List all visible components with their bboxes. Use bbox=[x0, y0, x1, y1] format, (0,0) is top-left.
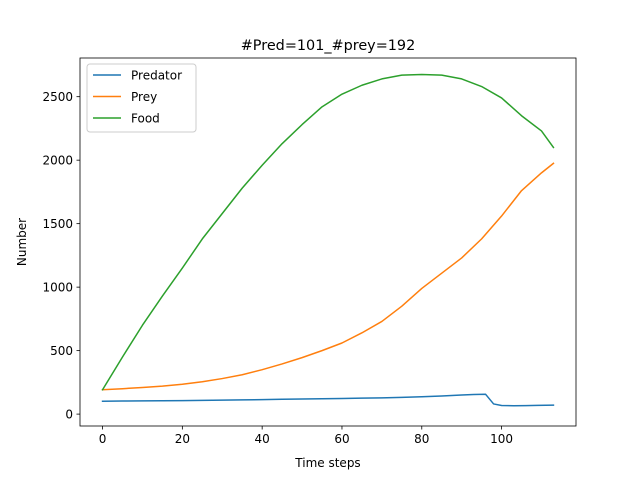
legend-label-predator: Predator bbox=[131, 69, 182, 83]
series-layer bbox=[101, 73, 555, 407]
y-axis-label: Number bbox=[15, 218, 29, 266]
x-axis-label: Time steps bbox=[294, 456, 360, 470]
series-line-predator bbox=[101, 393, 555, 407]
y-axis-ticks: 0 500 1000 1500 2000 2500 bbox=[42, 90, 80, 422]
legend-label-food: Food bbox=[131, 112, 160, 126]
y-tick-label: 2500 bbox=[42, 90, 73, 104]
x-axis-ticks: 0 20 40 60 80 100 bbox=[99, 426, 513, 446]
y-tick-label: 1000 bbox=[42, 281, 73, 295]
y-tick-label: 500 bbox=[50, 344, 73, 358]
x-tick-label: 0 bbox=[99, 432, 107, 446]
x-tick-label: 100 bbox=[490, 432, 513, 446]
x-tick-label: 20 bbox=[175, 432, 190, 446]
x-tick-label: 40 bbox=[255, 432, 270, 446]
x-tick-label: 60 bbox=[334, 432, 349, 446]
legend: Predator Prey Food bbox=[86, 63, 197, 133]
series-line-prey bbox=[101, 162, 555, 391]
x-tick-label: 80 bbox=[414, 432, 429, 446]
y-tick-label: 1500 bbox=[42, 217, 73, 231]
legend-label-prey: Prey bbox=[131, 90, 157, 104]
legend-box bbox=[86, 63, 197, 133]
y-tick-label: 2000 bbox=[42, 154, 73, 168]
axes-frame bbox=[79, 57, 577, 427]
chart-title: #Pred=101_#prey=192 bbox=[241, 38, 415, 54]
y-tick-label: 0 bbox=[65, 408, 73, 422]
plot-area bbox=[79, 57, 577, 427]
series-line-food bbox=[101, 73, 555, 391]
